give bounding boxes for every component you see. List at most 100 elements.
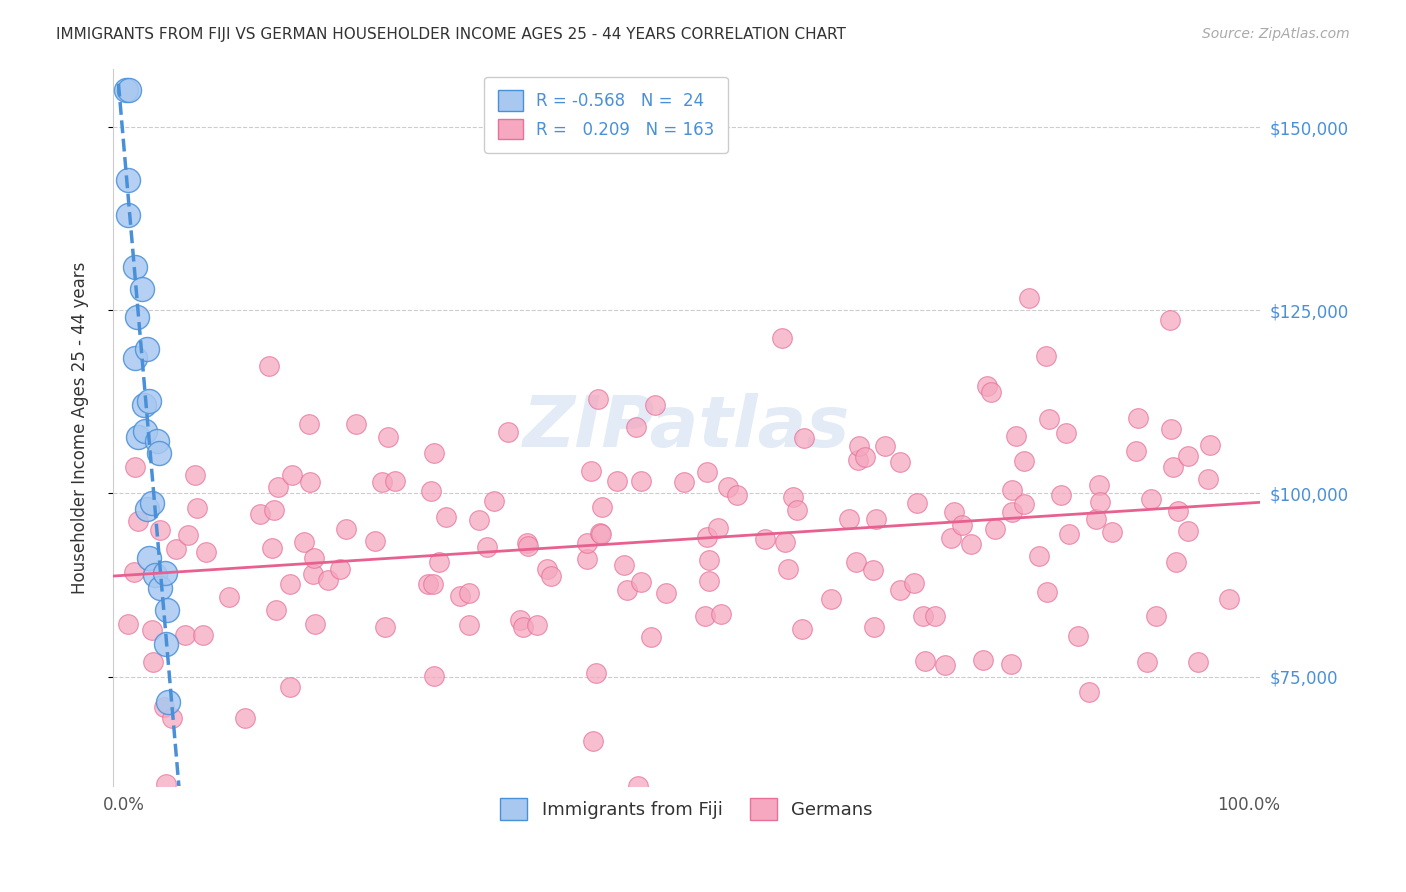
Point [1159, 313, 1181, 327]
Point [873, 439, 896, 453]
Point [976, 379, 998, 393]
Point [1000, 505, 1022, 519]
Point [423, 446, 446, 460]
Point [1057, 527, 1080, 541]
Point [138, 551, 160, 566]
Point [193, 628, 215, 642]
Point [249, 507, 271, 521]
Point [422, 576, 444, 591]
Point [267, 480, 290, 494]
Point [125, 310, 148, 324]
Point [582, 734, 605, 748]
Point [257, 359, 280, 373]
Point [131, 282, 153, 296]
Point [576, 536, 599, 550]
Point [1167, 504, 1189, 518]
Point [1198, 438, 1220, 452]
Point [117, 83, 139, 97]
Point [790, 622, 813, 636]
Point [853, 450, 876, 464]
Point [1050, 488, 1073, 502]
Point [526, 618, 548, 632]
Point [377, 430, 399, 444]
Point [1161, 459, 1184, 474]
Point [1140, 492, 1163, 507]
Point [934, 657, 956, 672]
Point [585, 665, 607, 680]
Point [644, 398, 666, 412]
Point [984, 522, 1007, 536]
Point [141, 624, 163, 638]
Point [117, 617, 139, 632]
Point [980, 384, 1002, 399]
Point [458, 586, 481, 600]
Point [820, 592, 842, 607]
Point [153, 566, 176, 581]
Point [786, 503, 808, 517]
Point [586, 392, 609, 407]
Point [793, 431, 815, 445]
Point [865, 511, 887, 525]
Y-axis label: Householder Income Ages 25 - 44 years: Householder Income Ages 25 - 44 years [72, 261, 89, 594]
Point [606, 474, 628, 488]
Point [845, 555, 868, 569]
Point [278, 680, 301, 694]
Point [782, 491, 804, 505]
Text: Source: ZipAtlas.com: Source: ZipAtlas.com [1202, 27, 1350, 41]
Point [536, 562, 558, 576]
Point [1088, 478, 1111, 492]
Point [696, 465, 718, 479]
Point [862, 620, 884, 634]
Point [1101, 524, 1123, 539]
Point [950, 518, 973, 533]
Point [124, 260, 146, 275]
Point [260, 541, 283, 555]
Point [335, 522, 357, 536]
Point [434, 510, 457, 524]
Point [304, 616, 326, 631]
Point [458, 618, 481, 632]
Point [697, 553, 720, 567]
Point [136, 502, 159, 516]
Point [263, 502, 285, 516]
Text: ZIPatlas: ZIPatlas [523, 393, 851, 462]
Point [155, 637, 177, 651]
Point [889, 455, 911, 469]
Point [770, 330, 793, 344]
Point [148, 445, 170, 459]
Point [186, 501, 208, 516]
Point [889, 582, 911, 597]
Point [579, 464, 602, 478]
Point [1166, 555, 1188, 569]
Point [1177, 449, 1199, 463]
Point [141, 495, 163, 509]
Point [302, 550, 325, 565]
Point [496, 425, 519, 439]
Point [1000, 657, 1022, 671]
Point [149, 581, 172, 595]
Point [371, 475, 394, 489]
Point [710, 607, 733, 621]
Point [427, 555, 450, 569]
Point [292, 535, 315, 549]
Point [695, 609, 717, 624]
Point [299, 475, 322, 489]
Point [616, 582, 638, 597]
Point [1090, 495, 1112, 509]
Point [630, 574, 652, 589]
Point [420, 483, 443, 498]
Point [725, 488, 748, 502]
Point [467, 513, 489, 527]
Point [127, 430, 149, 444]
Point [907, 496, 929, 510]
Point [316, 573, 339, 587]
Point [344, 417, 367, 431]
Point [302, 567, 325, 582]
Point [924, 609, 946, 624]
Point [1028, 549, 1050, 563]
Point [516, 535, 538, 549]
Point [194, 545, 217, 559]
Point [1001, 483, 1024, 497]
Point [697, 574, 720, 589]
Point [233, 710, 256, 724]
